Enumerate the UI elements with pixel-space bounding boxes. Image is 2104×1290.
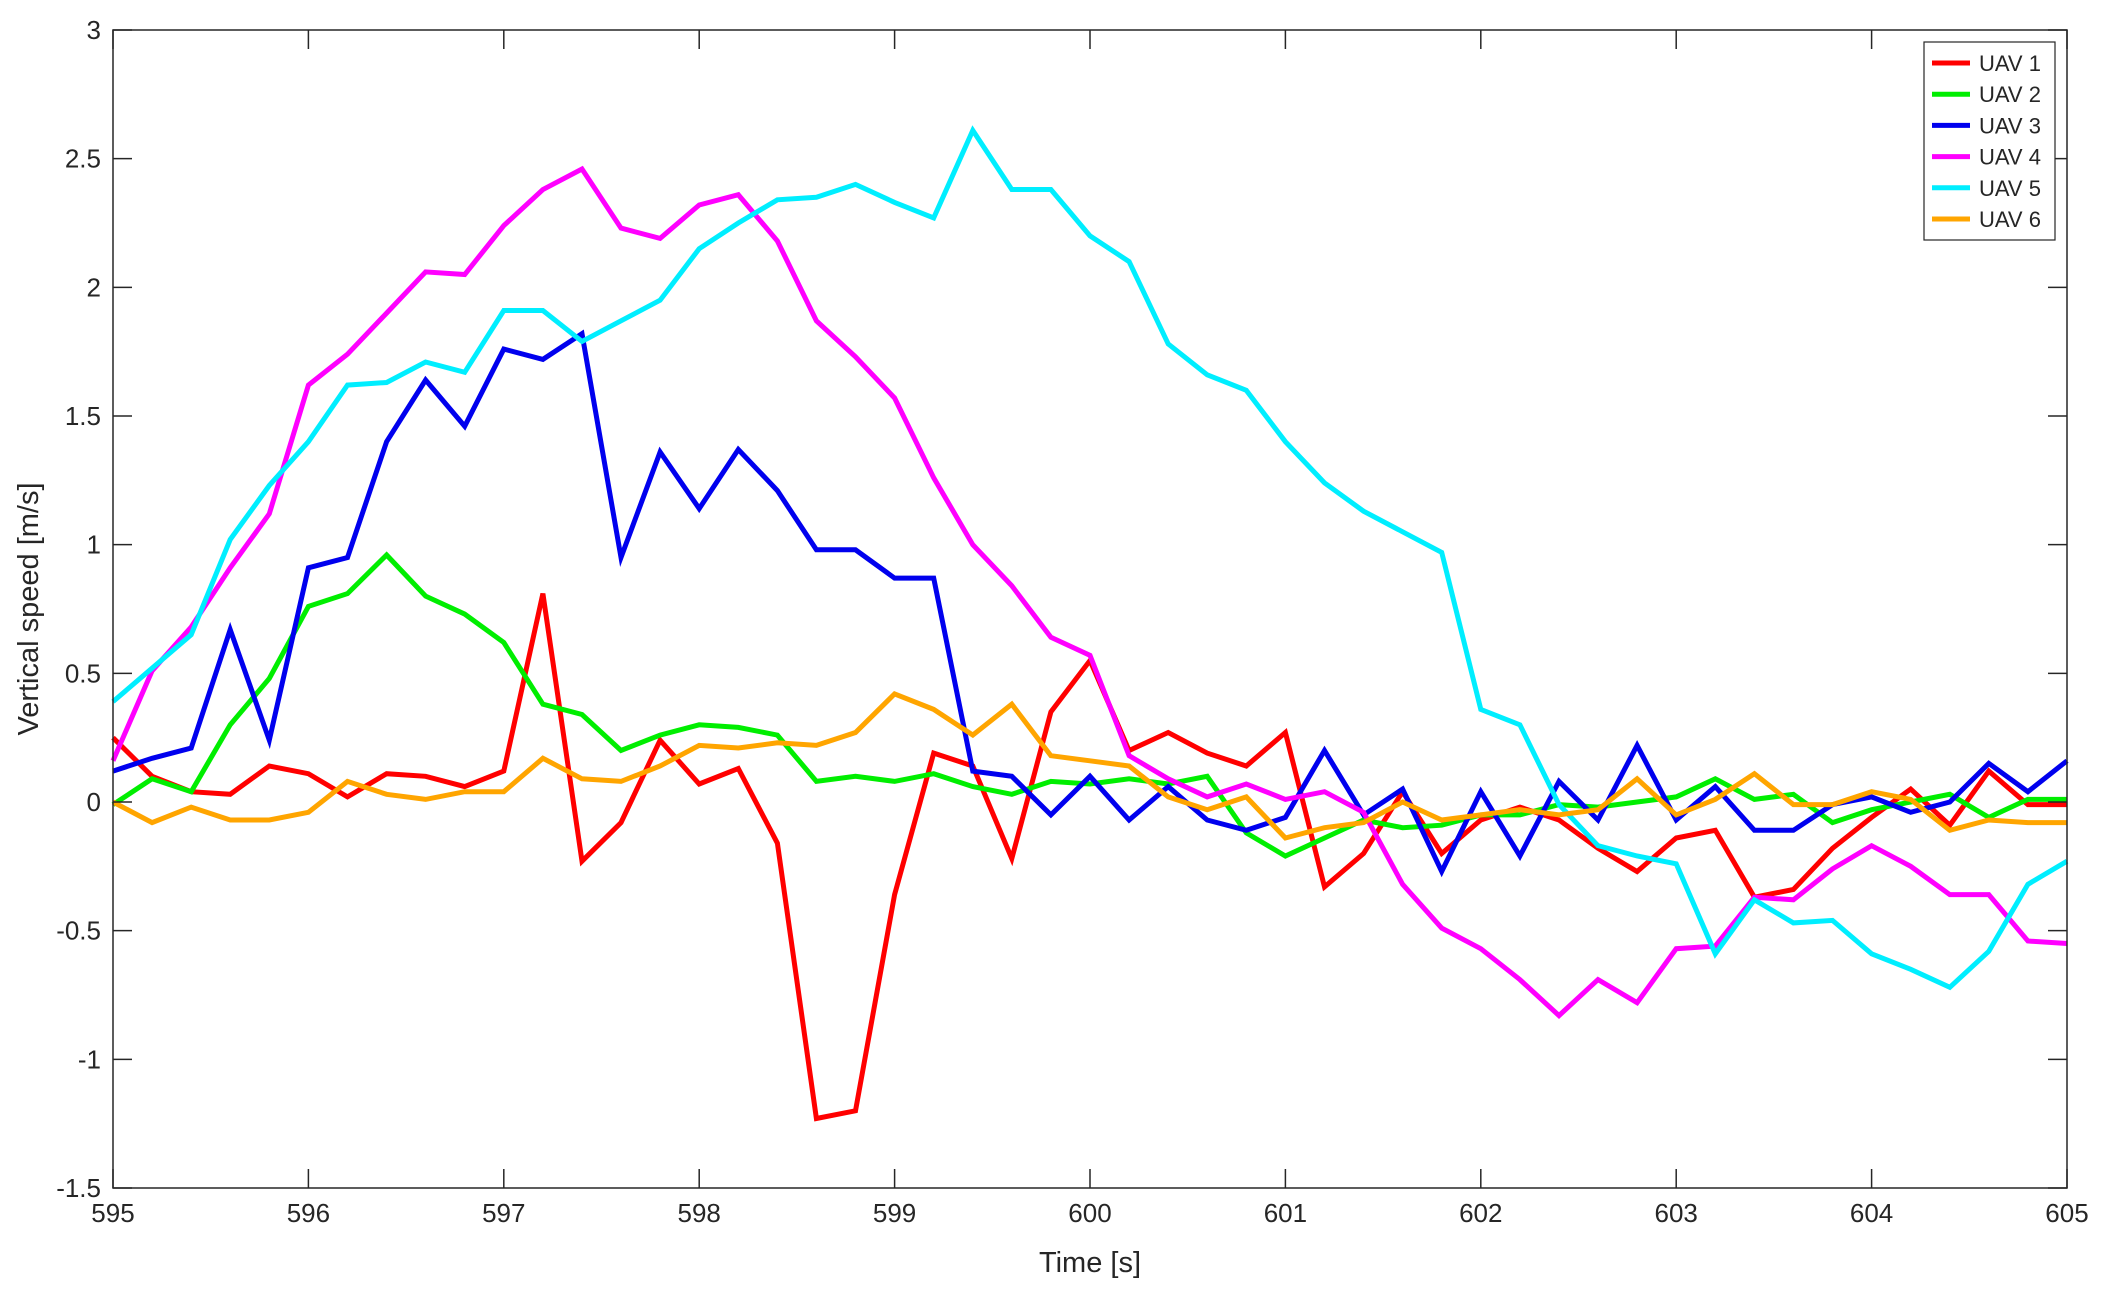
y-tick-label: 0 [87,787,101,817]
x-tick-label: 598 [678,1198,721,1228]
x-tick-label: 599 [873,1198,916,1228]
y-tick-label: 1 [87,530,101,560]
x-axis-title: Time [s] [1039,1247,1141,1279]
series-line-uav-2 [111,551,2067,859]
y-tick-label: 0.5 [65,658,101,688]
x-tick-label: 603 [1655,1198,1698,1228]
legend-label-uav-2: UAV 2 [1979,82,2041,107]
series-line-uav-6 [111,690,2067,841]
legend-box [1923,41,2056,241]
x-tick-label: 602 [1459,1198,1502,1228]
x-tick-label: 596 [287,1198,330,1228]
y-tick-label: -1.5 [56,1173,101,1203]
series-line-uav-4 [110,165,2068,1020]
legend-label-uav-4: UAV 4 [1979,145,2041,170]
y-tick-label: 2 [87,272,101,302]
x-tick-label: 604 [1850,1198,1893,1228]
legend-label-uav-6: UAV 6 [1979,207,2041,232]
x-tick-label: 601 [1264,1198,1307,1228]
x-axis-ticks: 595 596 597 598 599 600 601 602 603 604 605 [91,30,2089,1228]
y-axis-title: Vertical speed [m/s] [13,482,45,735]
x-tick-label: 597 [482,1198,525,1228]
y-axis-ticks: -1.5 -1 -0.5 0 0.5 1 1.5 2 2.5 3 [56,15,2067,1203]
y-tick-label: -0.5 [56,916,101,946]
x-tick-label: 595 [91,1198,134,1228]
series-line-uav-5 [111,125,2069,991]
legend: UAV 1 UAV 2 UAV 3 UAV 4 UAV 5 UAV 6 [1923,41,2056,241]
legend-label-uav-3: UAV 3 [1979,113,2041,138]
series-layer [110,125,2069,1122]
x-tick-label: 600 [1068,1198,1111,1228]
y-tick-label: 3 [87,15,101,45]
legend-items: UAV 1 UAV 2 UAV 3 UAV 4 UAV 5 UAV 6 [1932,51,2041,232]
y-tick-label: 2.5 [65,144,101,174]
y-tick-label: -1 [78,1044,101,1074]
series-line-uav-3 [112,329,2069,878]
plot-area [113,30,2067,1188]
y-tick-label: 1.5 [65,401,101,431]
legend-label-uav-1: UAV 1 [1979,51,2041,76]
legend-label-uav-5: UAV 5 [1979,176,2041,201]
x-tick-label: 605 [2045,1198,2088,1228]
